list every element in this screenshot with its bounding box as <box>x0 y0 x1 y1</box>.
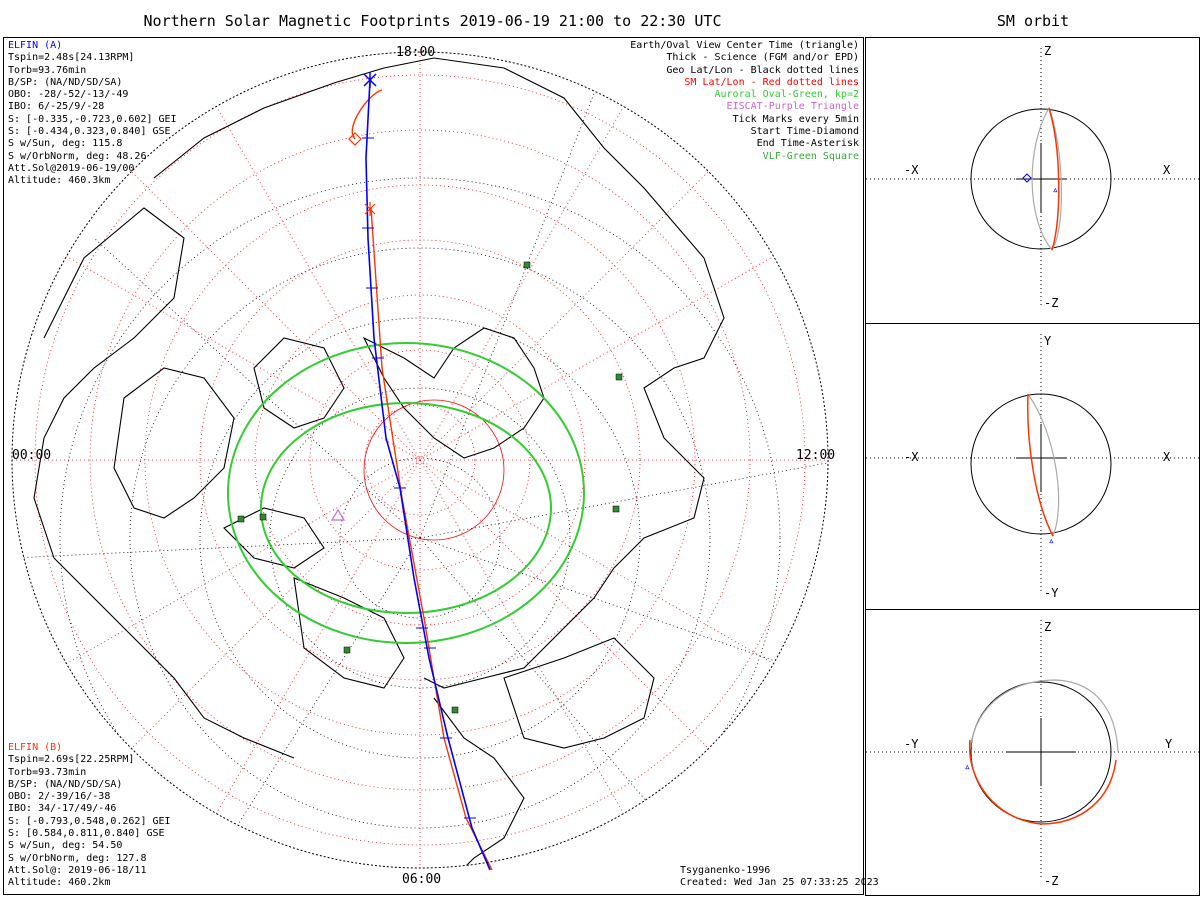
legend-item: Auroral Oval-Green, kp=2 <box>714 89 860 101</box>
legend-item: End Time-Asterisk <box>756 138 859 150</box>
geo-grid <box>13 67 828 868</box>
credits: Tsyganenko-1996 Created: Wed Jan 25 07:3… <box>680 865 879 890</box>
legend-item: SM Lat/Lon - Red dotted lines <box>684 76 859 88</box>
elfin-b-name: ELFIN (B) <box>8 742 63 753</box>
globe-outline <box>11 51 829 869</box>
elfin-b-info-line: B/SP: (NA/ND/SD/SA) <box>8 778 123 790</box>
xz-top-label: Z <box>1044 44 1052 58</box>
elfin-a-info-line: S w/OrbNorm, deg: 48.26 <box>8 150 147 162</box>
svg-text:▵: ▵ <box>1048 534 1055 547</box>
elfin-a-info-line: Altitude: 460.3km <box>8 175 111 187</box>
yz-left-label: -Y <box>904 737 919 751</box>
orbit-panel-xy: ▵ Y -Y -X X <box>865 323 1200 610</box>
legend-item: Geo Lat/Lon - Black dotted lines <box>666 64 859 76</box>
xy-bottom-label: -Y <box>1044 586 1059 600</box>
coastlines <box>33 57 725 868</box>
elfin-b-info-line: S w/OrbNorm, deg: 127.8 <box>8 852 147 864</box>
orbit-panel-xz: ▵ Z -Z -X X <box>865 37 1200 324</box>
elfin-b-info-line: S: [-0.793,0.548,0.262] GEI <box>8 815 171 827</box>
orbit-panel-title: SM orbit <box>996 12 1070 30</box>
elfin-a-info-line: S: [-0.335,-0.723,0.602] GEI <box>8 113 177 125</box>
footprint-map: 18:00 00:00 12:00 06:00 ELFIN (A) Tspin=… <box>3 37 879 895</box>
model-name: Tsyganenko-1996 <box>680 865 771 876</box>
legend-item: Start Time-Diamond <box>750 126 859 138</box>
sm-grid <box>12 52 828 868</box>
start-diamond-b <box>348 132 362 146</box>
elfin-b-info-line: IBO: 34/-17/49/-46 <box>8 803 117 815</box>
elfin-a-info-line: Att.Sol@2019-06-19/00 <box>8 162 135 174</box>
elfin-b-info-line: OBO: 2/-39/16/-38 <box>8 791 111 803</box>
svg-text:▵: ▵ <box>1052 183 1059 196</box>
elfin-b-info-line: S w/Sun, deg: 54.50 <box>8 840 123 852</box>
xy-top-label: Y <box>1044 334 1052 348</box>
eiscat-triangle <box>330 508 346 521</box>
plot-title: Northern Solar Magnetic Footprints 2019-… <box>143 12 722 30</box>
elfin-a-info-line: Torb=93.76min <box>8 64 87 76</box>
elfin-a-track <box>365 79 491 871</box>
legend-item: VLF-Green Square <box>762 150 859 162</box>
orbit-panel-yz: ▵ Z -Z -Y Y <box>865 609 1200 896</box>
mlt-label-12: 12:00 <box>796 448 836 463</box>
elfin-a-info-line: B/SP: (NA/ND/SD/SA) <box>8 76 123 88</box>
elfin-a-info-line: S: [-0.434,0.323,0.840] GSE <box>8 126 171 138</box>
yz-top-label: Z <box>1044 620 1052 634</box>
legend: Earth/Oval View Center Time (triangle) Th… <box>630 40 859 163</box>
elfin-a-info-line: OBO: -28/-52/-13/-49 <box>8 89 129 101</box>
legend-item: Earth/Oval View Center Time (triangle) <box>630 40 859 51</box>
elfin-b-info: ELFIN (B) Tspin=2.69s[22.25RPM] Torb=93.7… <box>8 742 171 890</box>
xz-bottom-label: -Z <box>1044 296 1059 310</box>
elfin-b-info-line: S: [0.584,0.811,0.840] GSE <box>8 828 165 840</box>
elfin-b-info-line: Att.Sol@: 2019-06-18/11 <box>8 864 147 876</box>
elfin-b-info-line: Tspin=2.69s[22.25RPM] <box>8 754 135 766</box>
end-asterisk-b <box>364 202 376 216</box>
elfin-b-info-line: Torb=93.73min <box>8 766 87 778</box>
mlt-label-06: 06:00 <box>402 872 442 887</box>
elfin-a-info-line: S w/Sun, deg: 115.8 <box>8 138 123 150</box>
legend-item: EISCAT-Purple Triangle <box>726 101 859 113</box>
vlf-stations <box>237 261 623 714</box>
auroral-oval <box>227 342 585 644</box>
xz-right-label: X <box>1163 163 1171 177</box>
xy-left-label: -X <box>904 450 919 464</box>
yz-bottom-label: -Z <box>1044 874 1059 888</box>
svg-text:▵: ▵ <box>964 760 971 773</box>
end-asterisk-a <box>363 72 377 88</box>
legend-item: Tick Marks every 5min <box>732 113 859 125</box>
created-date: Created: Wed Jan 25 07:33:25 2023 <box>680 877 879 889</box>
legend-item: Thick - Science (FGM and/or EPD) <box>666 52 859 64</box>
elfin-b-info-line: Altitude: 460.2km <box>8 877 111 889</box>
elfin-a-info: ELFIN (A) Tspin=2.48s[24.13RPM] Torb=93.7… <box>8 40 177 188</box>
elfin-a-info-line: IBO: 6/-25/9/-28 <box>8 101 105 113</box>
elfin-a-name: ELFIN (A) <box>8 40 63 51</box>
xy-right-label: X <box>1163 450 1171 464</box>
sm-inner-circle <box>363 399 505 541</box>
mlt-label-18: 18:00 <box>396 45 436 60</box>
polar-map-canvas <box>11 51 829 871</box>
xz-left-label: -X <box>904 163 919 177</box>
elfin-a-info-line: Tspin=2.48s[24.13RPM] <box>8 52 135 64</box>
yz-right-label: Y <box>1165 737 1173 751</box>
track-ticks <box>362 137 476 819</box>
mlt-label-00: 00:00 <box>12 448 52 463</box>
